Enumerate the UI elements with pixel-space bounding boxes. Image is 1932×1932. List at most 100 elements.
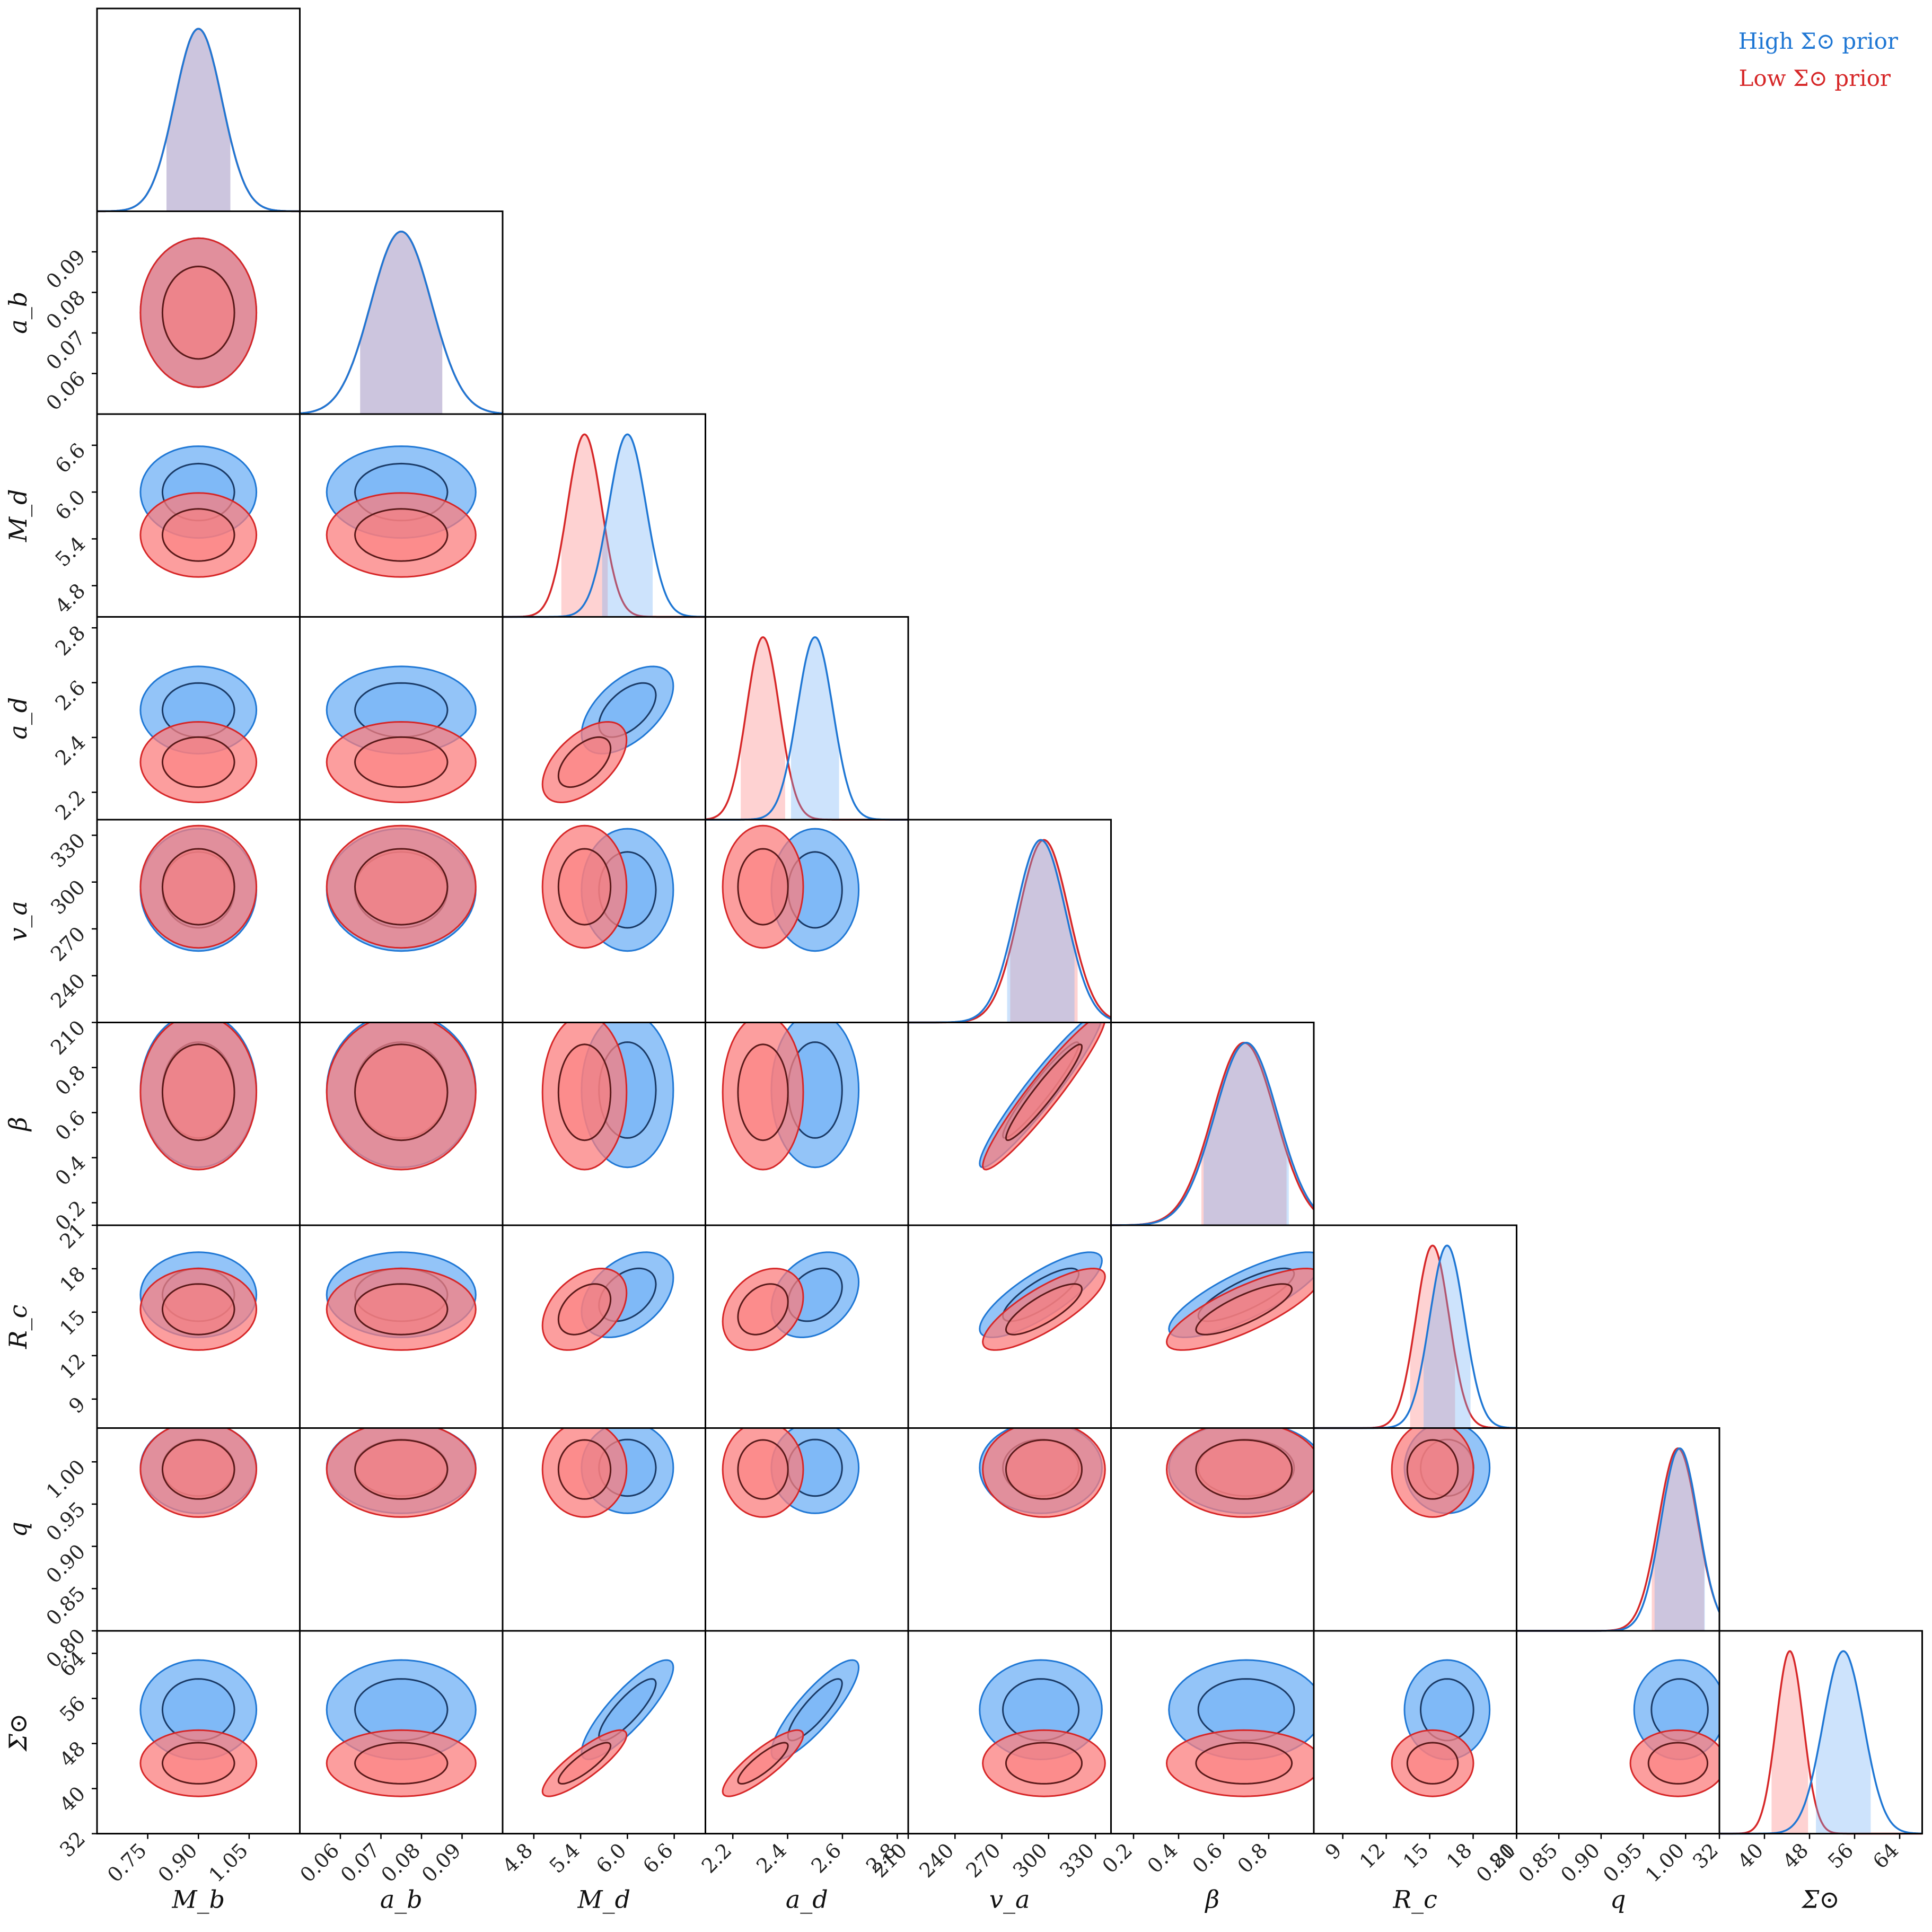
pair-panel-4-6 [907,1224,1112,1429]
credible-band-high-8 [1816,1651,1871,1834]
pair-panel-1-2 [299,413,504,618]
y-tick-label: 240 [46,969,90,1012]
y-tick-label: 6.6 [51,438,90,478]
x-axis-title: q [1610,1885,1626,1914]
pair-panel-2-3 [502,616,706,821]
diag-panel-7 [1516,1427,1720,1632]
x-axis-v-a: 210 240 270 300 330 v_a [868,1833,1099,1914]
pair-panel-3-6 [705,1224,909,1429]
y-tick-label: 0.95 [41,1497,90,1545]
contour-low-68 [161,1043,235,1141]
panel-frame [1516,1630,1720,1834]
y-tick-label: 2.2 [51,786,90,825]
y-axis-title: q [4,1522,32,1537]
credible-band-low-6 [1410,1245,1455,1428]
pair-panel-0-2 [96,413,301,618]
x-axis-m-d: 4.8 5.4 6.0 6.6 M_d [498,1833,678,1914]
contour-low-68 [161,848,235,926]
y-tick-label: 210 [46,1016,90,1059]
x-axis-m-b: 0.75 0.90 1.05M_b [103,1833,252,1914]
x-tick-label: 0.6 [1188,1839,1227,1878]
credible-band-low-1 [360,231,443,414]
x-tick-label: 15 [1399,1839,1433,1873]
contour-low-68 [1195,1439,1293,1500]
x-tick-label: 0.85 [1514,1839,1562,1887]
contour-low-68 [557,736,612,788]
x-tick-label: 48 [1778,1839,1813,1873]
credible-band-high-6 [1424,1245,1471,1428]
pair-panel-2-5 [502,1022,706,1226]
y-tick-label: 2.6 [51,676,90,715]
pair-panel-3-5 [705,1022,909,1226]
diag-panel-4 [907,819,1112,1024]
diag-panel-8 [1718,1630,1923,1835]
credible-band-high-4 [1007,840,1075,1023]
contour-low-68 [1647,1742,1709,1785]
x-tick-label: 0.2 [1098,1839,1137,1878]
y-tick-label: 270 [46,922,90,965]
pair-panel-3-7 [705,1427,909,1632]
contour-low-68 [1195,1283,1293,1336]
y-tick-label: 12 [55,1349,90,1383]
pair-panel-1-7 [299,1427,504,1632]
pair-panel-5-8 [1110,1630,1315,1834]
pair-panel-1-4 [299,819,504,1023]
x-tick-label: 9 [1321,1839,1346,1864]
x-tick-label: 64 [1868,1839,1903,1873]
marginal-curve-high-5 [1111,1042,1315,1226]
x-tick-label: 6.0 [592,1839,631,1878]
y-axis-title: v_a [4,901,32,941]
x-axis-title: β [1204,1885,1219,1914]
contour-low-68 [737,1043,789,1141]
pair-panel-0-1 [96,210,301,415]
contour-low-68 [354,1742,449,1785]
x-tick-label: 0.95 [1599,1839,1647,1887]
credible-band-high-0 [166,29,231,212]
y-axis-title: a_b [4,292,32,334]
pair-panel-0-6 [96,1224,301,1429]
x-tick-label: 0.80 [1472,1839,1520,1887]
credible-band-low-8 [1771,1651,1808,1834]
contour-low-68 [1195,1742,1293,1785]
contour-low-68 [354,508,449,562]
y-axis-title: Σ⊙ [4,1714,32,1752]
credible-band-high-2 [602,434,653,617]
x-tick-label: 0.90 [154,1839,202,1887]
contour-low-68 [737,1742,789,1785]
y-tick-label: 0.4 [51,1151,90,1190]
y-tick-label: 9 [64,1392,90,1418]
x-axis-a-b: 0.060.070.080.09a_b [295,1833,466,1914]
y-tick-label: 4.8 [51,579,90,618]
contour-low-68 [737,848,789,926]
contour-high-68 [1419,1678,1474,1742]
legend-entry-high: High Σ⊙ prior [1738,28,1899,54]
y-axis-q: 0.800.850.900.951.00q [4,1455,97,1672]
credible-band-high-1 [360,231,443,414]
contour-low-68 [161,1439,235,1500]
x-tick-label: 210 [868,1839,911,1882]
contour-low-68 [557,1742,612,1785]
x-tick-label: 12 [1355,1839,1390,1873]
pair-panel-1-8 [299,1630,504,1834]
contour-low-68 [354,1283,449,1336]
pair-panel-3-4 [705,819,909,1023]
pair-panel-0-7 [96,1427,301,1632]
pair-panel-0-5 [96,1022,301,1226]
contour-low-68 [557,1043,612,1141]
contour-low-68 [354,736,449,788]
pair-panel-4-7 [907,1427,1112,1632]
x-tick-label: 0.07 [336,1839,384,1887]
x-tick-label: 5.4 [545,1839,584,1878]
pair-panel-5-6 [1110,1224,1315,1429]
contour-low-68 [557,1439,612,1500]
pair-panel-4-8 [907,1630,1112,1834]
contour-high-68 [598,1678,657,1742]
pair-panel-2-4 [502,819,706,1023]
diag-panel-0 [96,7,301,213]
pair-panel-2-8 [502,1630,706,1834]
y-tick-label: 15 [55,1305,90,1340]
contour-low-68 [161,265,235,360]
x-tick-label: 0.90 [1556,1839,1604,1887]
